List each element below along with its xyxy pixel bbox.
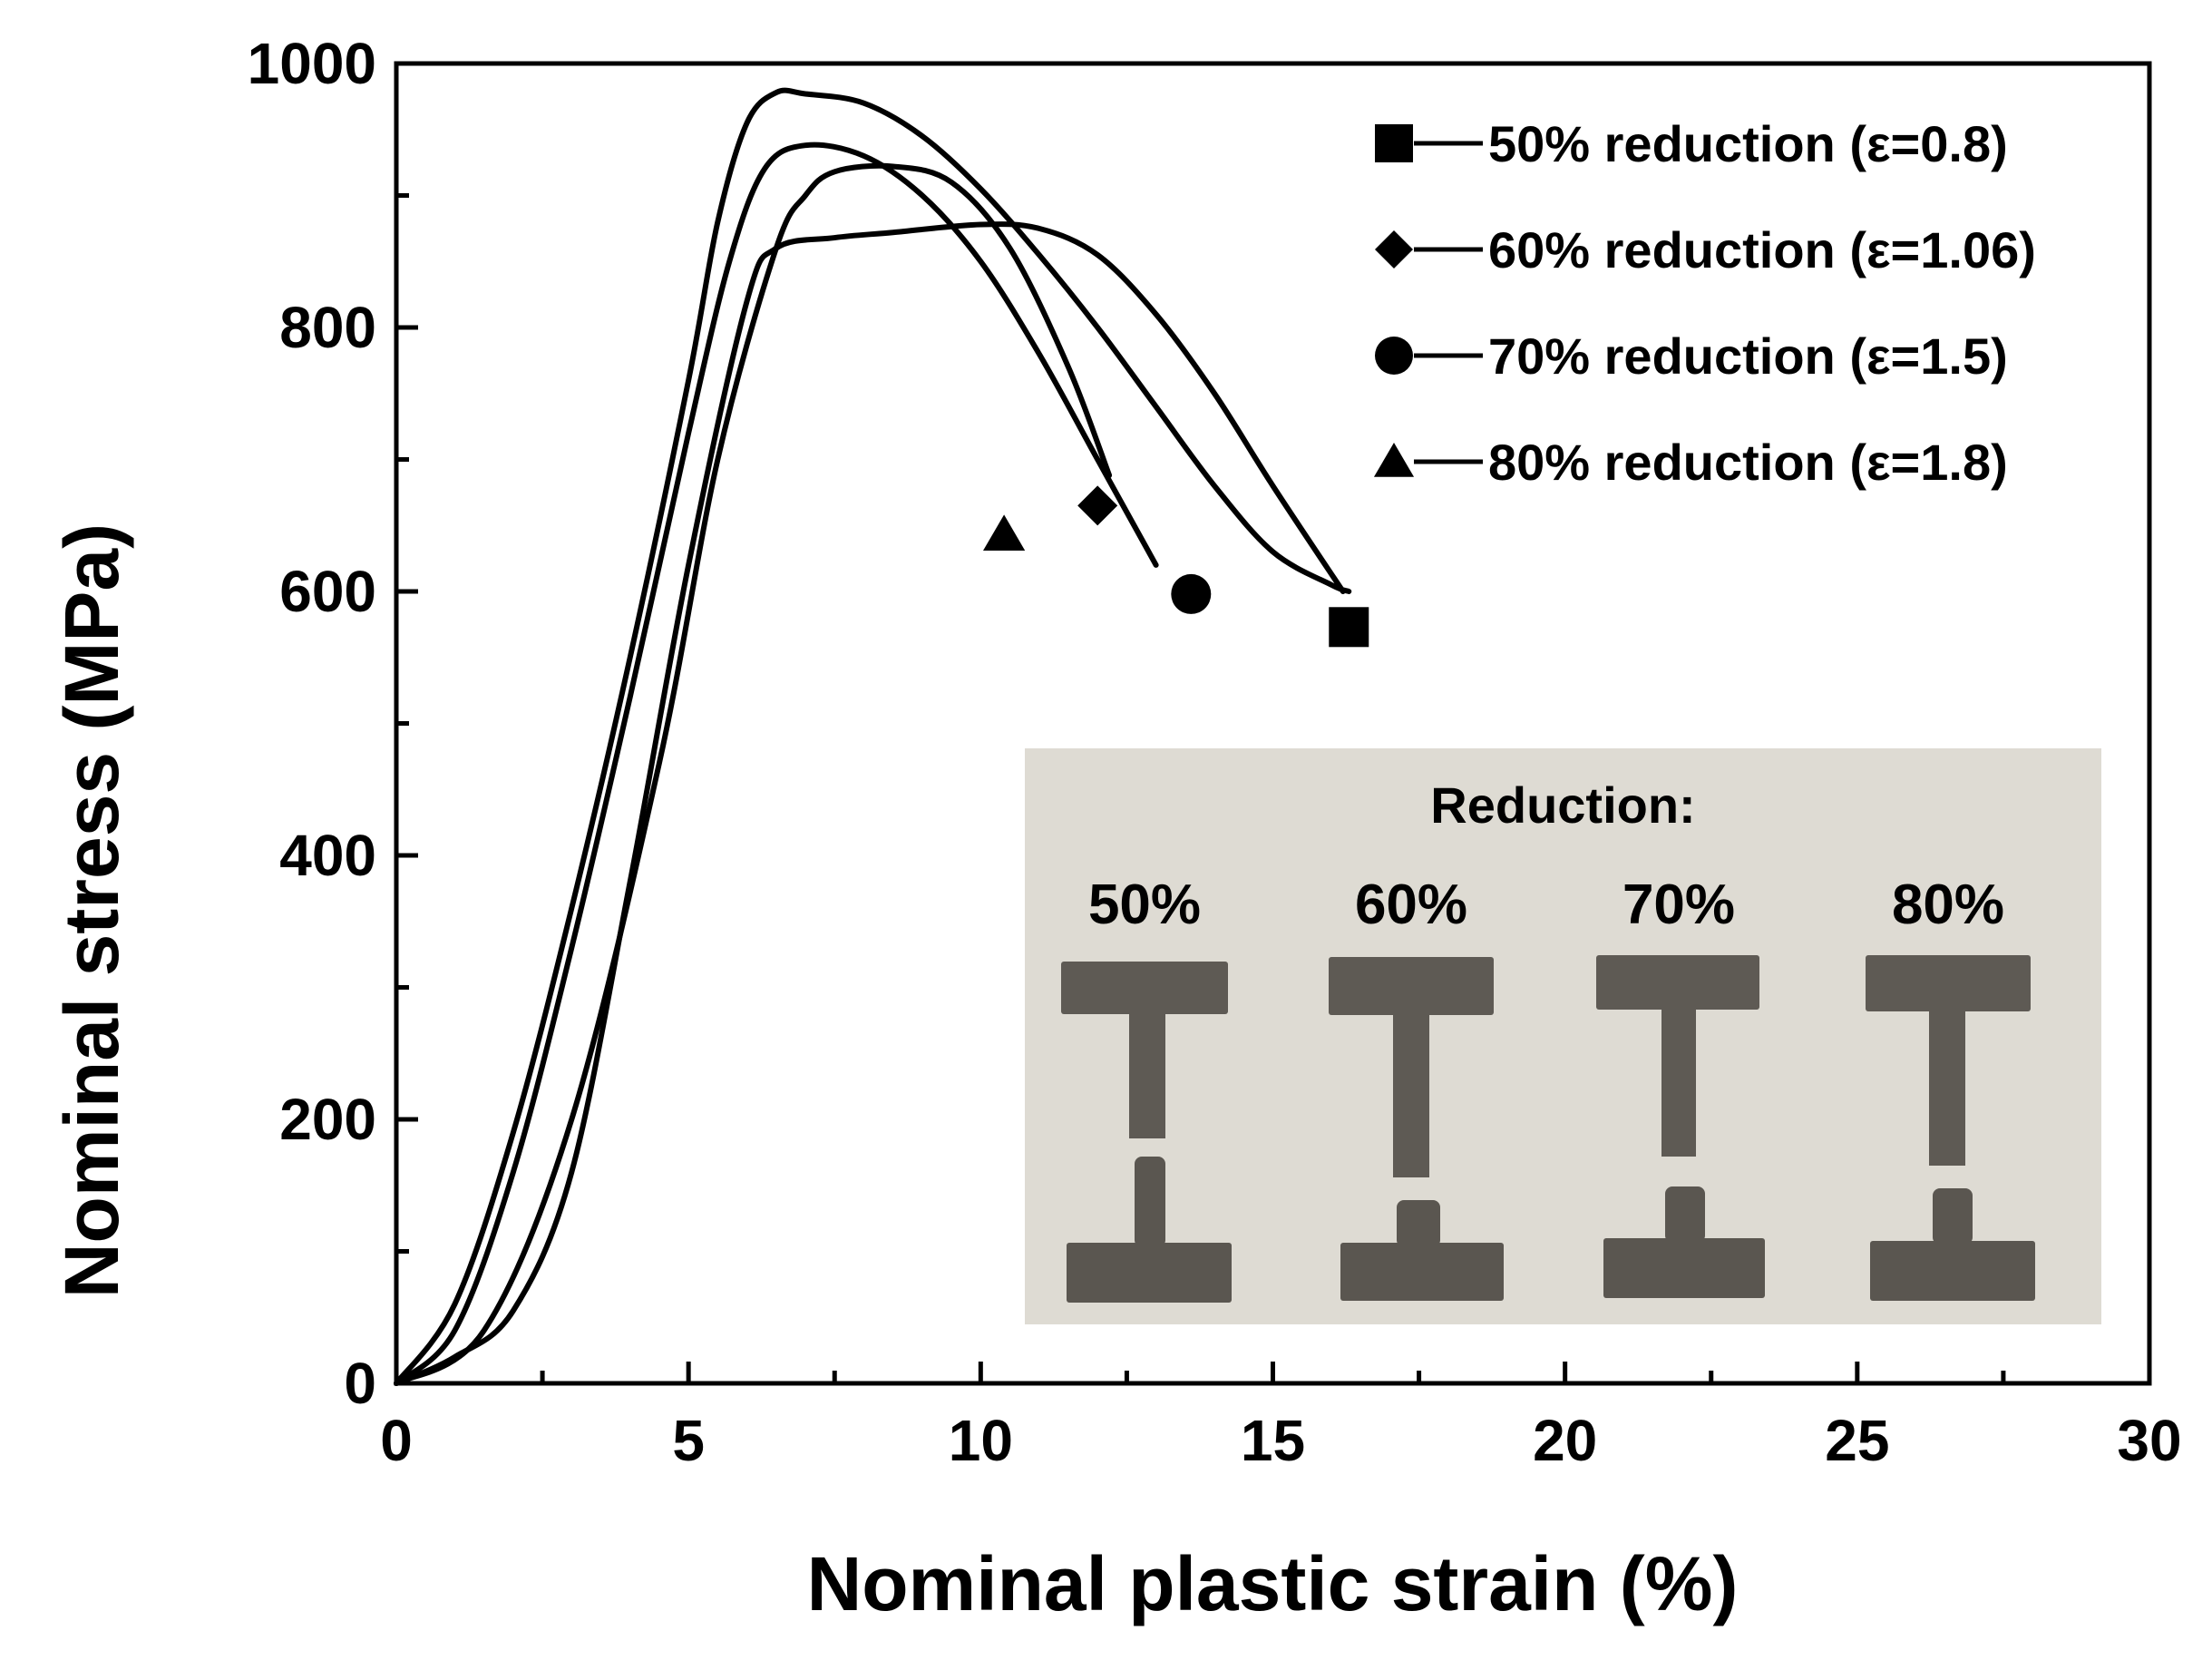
x-tick-label: 0	[380, 1408, 413, 1473]
specimen	[1866, 955, 2035, 1301]
legend: 50% reduction (ε=0.8) 60% reduction (ε=1.…	[1373, 115, 2036, 491]
y-axis-title: Nominal stress (MPa)	[49, 523, 134, 1298]
specimen-top-gauge	[1929, 1002, 1965, 1166]
y-tick-label: 800	[279, 295, 376, 360]
y-tick-label: 1000	[248, 31, 376, 96]
inset-photo: Reduction: 50% 60% 70% 80%	[1025, 748, 2101, 1324]
x-tick-label: 10	[949, 1408, 1013, 1473]
specimen-bottom-head	[1067, 1243, 1232, 1303]
specimen-bottom-gauge	[1933, 1188, 1973, 1245]
specimen-top-head	[1329, 957, 1494, 1015]
axes: 0 5 10 15 20 25 30 0 200 400 600 800 1000	[248, 31, 2182, 1473]
specimen-top-head	[1596, 955, 1759, 1010]
x-tick-label: 5	[672, 1408, 705, 1473]
y-tick-label: 200	[279, 1087, 376, 1152]
inset-background	[1025, 748, 2101, 1324]
inset-title: Reduction:	[1430, 776, 1695, 834]
specimen-bottom-head	[1603, 1238, 1765, 1298]
legend-marker	[1375, 230, 1413, 269]
y-tick-label: 400	[279, 823, 376, 888]
legend-entry: 70% reduction (ε=1.5)	[1375, 327, 2008, 385]
specimen-bottom-gauge	[1397, 1200, 1440, 1247]
y-tick-label: 0	[344, 1351, 376, 1416]
specimen-bottom-gauge	[1135, 1157, 1165, 1247]
series-line	[394, 162, 1113, 1386]
legend-label: 50% reduction (ε=0.8)	[1488, 115, 2008, 172]
specimen-bottom-head	[1340, 1243, 1504, 1301]
legend-marker	[1375, 124, 1413, 162]
inset-label: 50%	[1088, 874, 1201, 936]
x-tick-label: 15	[1241, 1408, 1305, 1473]
inset-label: 80%	[1892, 874, 2004, 936]
series-group	[394, 87, 1369, 1386]
legend-label: 60% reduction (ε=1.06)	[1488, 221, 2036, 278]
series-line	[394, 221, 1346, 1386]
specimen-bottom-gauge	[1665, 1186, 1705, 1243]
inset-label: 70%	[1622, 874, 1735, 936]
x-tick-label: 20	[1533, 1408, 1597, 1473]
legend-label: 70% reduction (ε=1.5)	[1488, 327, 2008, 385]
legend-entry: 60% reduction (ε=1.06)	[1375, 221, 2036, 278]
legend-marker	[1375, 337, 1413, 375]
specimen-top-gauge	[1393, 1007, 1429, 1177]
series-marker	[1077, 485, 1118, 526]
specimen-top-head	[1866, 955, 2031, 1011]
series-marker	[1171, 573, 1212, 614]
specimen-top-gauge	[1661, 1002, 1696, 1157]
specimen	[1596, 955, 1765, 1298]
x-tick-label: 25	[1825, 1408, 1889, 1473]
specimen	[1329, 957, 1504, 1301]
series-line	[394, 87, 1352, 1386]
series-marker	[1329, 607, 1369, 648]
y-tick-label: 600	[279, 559, 376, 624]
legend-label: 80% reduction (ε=1.8)	[1488, 434, 2008, 491]
specimen	[1061, 962, 1232, 1303]
specimen-top-gauge	[1129, 1007, 1165, 1138]
legend-entry: 80% reduction (ε=1.8)	[1373, 434, 2008, 491]
legend-entry: 50% reduction (ε=0.8)	[1375, 115, 2008, 172]
x-axis-title: Nominal plastic strain (%)	[807, 1541, 1739, 1626]
series-line	[394, 142, 1159, 1386]
inset-label: 60%	[1355, 874, 1467, 936]
legend-marker	[1373, 443, 1415, 477]
specimen-bottom-head	[1870, 1241, 2035, 1301]
specimen-top-head	[1061, 962, 1228, 1014]
series-marker	[983, 514, 1026, 552]
x-tick-label: 30	[2117, 1408, 2181, 1473]
